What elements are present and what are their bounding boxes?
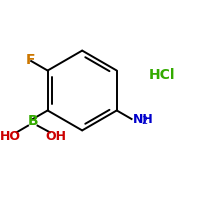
Text: F: F — [25, 53, 35, 67]
Text: B: B — [27, 114, 38, 128]
Text: HCl: HCl — [149, 68, 175, 82]
Text: OH: OH — [45, 130, 66, 143]
Text: HO: HO — [0, 130, 21, 143]
Text: NH: NH — [133, 113, 153, 126]
Text: 2: 2 — [141, 116, 148, 126]
